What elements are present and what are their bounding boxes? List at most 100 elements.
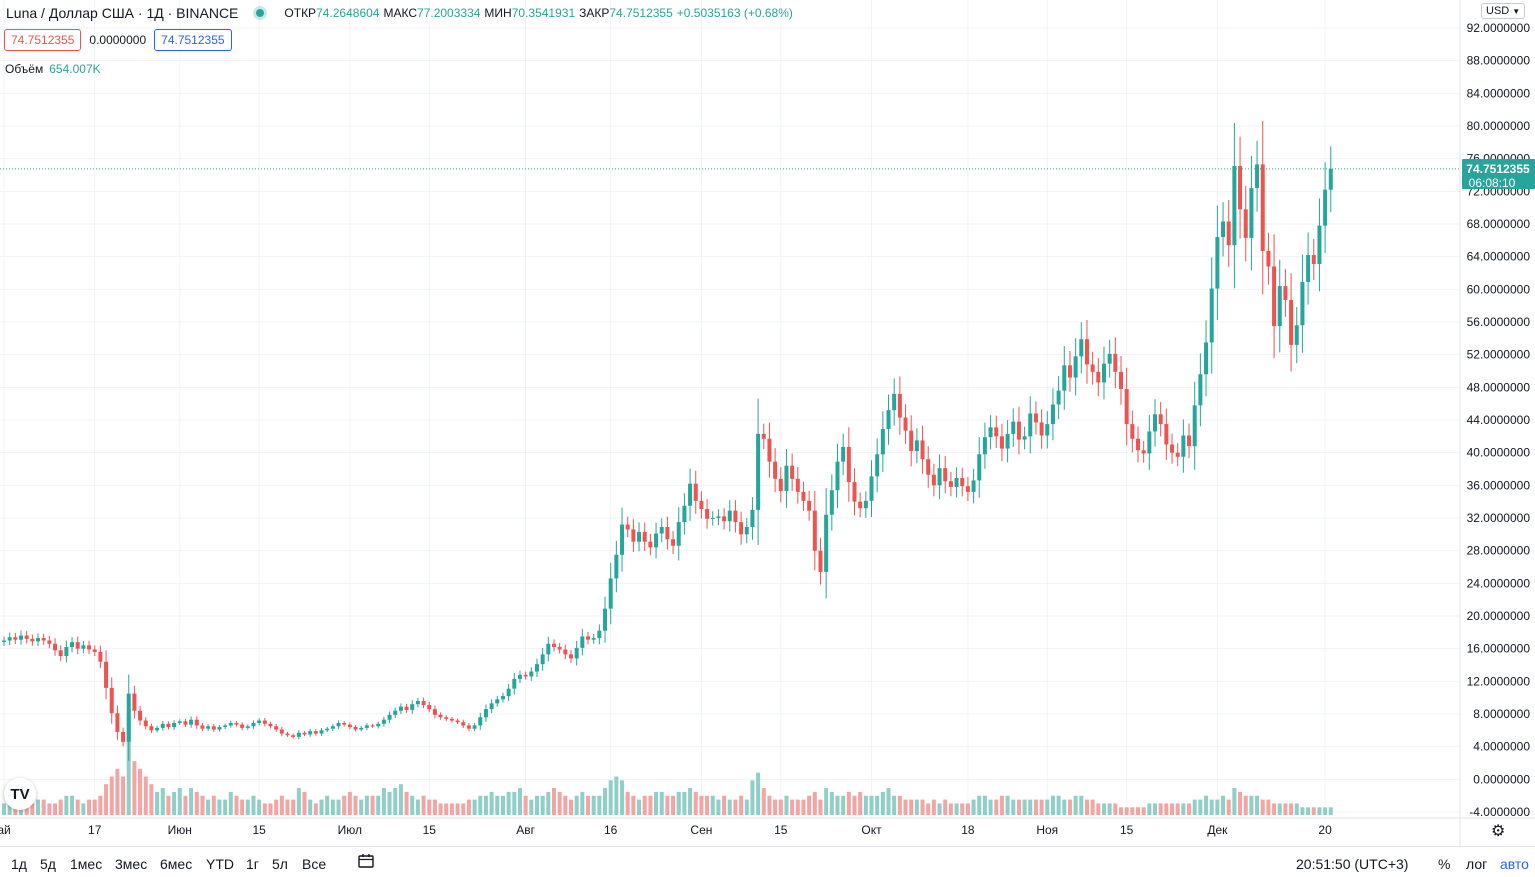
- candle-body: [1198, 374, 1203, 406]
- candle-body: [206, 726, 211, 729]
- volume-bar: [444, 803, 449, 815]
- candle-body: [569, 654, 573, 659]
- candle-body: [529, 671, 534, 677]
- volume-bar: [387, 791, 392, 815]
- calendar-goto-icon[interactable]: [358, 854, 374, 868]
- timeframe-all[interactable]: Все: [302, 856, 327, 872]
- low-value: 70.3541931: [511, 6, 576, 20]
- volume-bar: [342, 795, 347, 815]
- candle-body: [92, 649, 97, 652]
- volume-bar: [1328, 807, 1333, 815]
- volume-bar: [393, 788, 398, 815]
- x-tick-label: Ноя: [1036, 823, 1058, 837]
- log-scale-toggle[interactable]: лог: [1466, 856, 1488, 872]
- timeframe-5d[interactable]: 5д: [40, 856, 56, 872]
- volume-bar: [1118, 807, 1123, 815]
- volume-bar: [483, 795, 488, 815]
- volume-bar: [1107, 803, 1112, 815]
- timeframe-1d[interactable]: 1д: [11, 856, 27, 872]
- candle-body: [971, 480, 976, 492]
- candle-body: [1124, 388, 1129, 425]
- symbol-title[interactable]: Luna / Доллар США · 1Д · BINANCE: [6, 5, 239, 21]
- volume-bar: [1153, 803, 1158, 815]
- volume-bar: [223, 799, 228, 815]
- price-chart[interactable]: 92.0000000 88.0000000 84.0000000 80.0000000…: [0, 0, 1535, 846]
- volume-legend[interactable]: Объём 654.007K: [5, 62, 101, 76]
- currency-label: USD: [1486, 5, 1510, 17]
- volume-bar: [104, 784, 109, 815]
- candle-body: [744, 526, 749, 535]
- timeframe-3m[interactable]: 3мес: [115, 856, 148, 872]
- volume-bar: [517, 788, 522, 815]
- candle-body: [245, 726, 250, 728]
- volume-bar: [625, 791, 630, 815]
- y-tick-label: 60.0000000: [1467, 282, 1531, 296]
- volume-bar: [30, 803, 35, 815]
- candle-body: [449, 718, 454, 721]
- candle-body: [965, 486, 970, 492]
- y-tick-label: 32.0000000: [1467, 511, 1531, 525]
- volume-bar: [438, 803, 443, 815]
- candle-body: [223, 725, 228, 728]
- candle-body: [308, 731, 313, 735]
- high-value: 77.2003334: [417, 6, 481, 20]
- volume-bar: [36, 799, 41, 815]
- tradingview-logo-icon[interactable]: TV: [4, 778, 36, 810]
- currency-select[interactable]: USD ▼: [1481, 3, 1526, 19]
- candle-body: [523, 674, 528, 677]
- gear-icon[interactable]: ⚙: [1491, 823, 1506, 840]
- candle-body: [818, 550, 823, 572]
- candle-body: [30, 638, 35, 642]
- volume-bar: [574, 795, 579, 815]
- volume-bar: [70, 795, 75, 815]
- input-value-3[interactable]: 74.7512355: [154, 29, 232, 51]
- timeframe-1m[interactable]: 1мес: [70, 856, 103, 872]
- volume-bar: [591, 795, 596, 815]
- candle-body: [722, 516, 727, 522]
- x-tick-label: Сен: [690, 823, 712, 837]
- candle-body: [189, 719, 194, 725]
- volume-bar: [87, 799, 92, 815]
- y-tick-label: 20.0000000: [1467, 609, 1531, 623]
- clock-timezone[interactable]: 20:51:50 (UTC+3): [1296, 856, 1409, 872]
- timeframe-1y[interactable]: 1г: [246, 856, 259, 872]
- candle-body: [427, 705, 432, 710]
- volume-bar: [98, 795, 103, 815]
- volume-bar: [1192, 799, 1197, 815]
- volume-bar: [620, 780, 625, 815]
- candle-body: [70, 642, 75, 648]
- market-status-icon[interactable]: [256, 9, 265, 17]
- volume-bar: [926, 803, 931, 815]
- candle-body: [64, 647, 69, 657]
- candle-body: [177, 721, 182, 723]
- volume-bar: [262, 803, 267, 815]
- volume-bar: [166, 795, 171, 815]
- percent-scale-toggle[interactable]: %: [1438, 856, 1451, 872]
- candle-body: [398, 706, 403, 711]
- volume-bar: [285, 799, 290, 815]
- candle-body: [444, 717, 449, 719]
- volume-bar: [1255, 795, 1260, 815]
- volume-bar: [404, 791, 409, 815]
- candle-body: [1062, 365, 1067, 391]
- timeframe-6m[interactable]: 6мес: [160, 856, 193, 872]
- volume-bar: [506, 791, 511, 815]
- volume-bar: [75, 799, 80, 815]
- timeframe-5y[interactable]: 5л: [272, 856, 288, 872]
- timeframe-ytd[interactable]: YTD: [206, 856, 234, 872]
- volume-bar: [716, 799, 721, 815]
- input-value-2[interactable]: 0.0000000: [89, 33, 147, 47]
- candle-body: [665, 526, 670, 540]
- input-value-1[interactable]: 74.7512355: [4, 29, 82, 51]
- candle-body: [824, 514, 829, 572]
- auto-scale-toggle[interactable]: авто: [1500, 856, 1529, 872]
- volume-bar: [982, 795, 987, 815]
- y-tick-label: 4.0000000: [1473, 740, 1530, 754]
- candle-body: [132, 693, 137, 711]
- candle-body: [7, 637, 12, 641]
- volume-bar: [971, 799, 976, 815]
- candle-body: [251, 722, 256, 727]
- x-tick-label: 15: [252, 823, 266, 837]
- volume-bar: [858, 791, 863, 815]
- volume-bar: [1079, 795, 1084, 815]
